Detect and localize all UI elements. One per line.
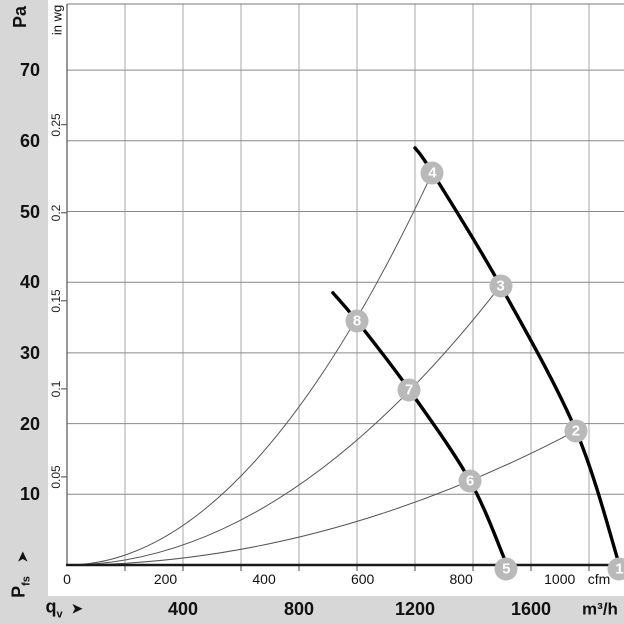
operating-point-marker-8: 8 [345,309,369,333]
system-curve-to-3 [66,285,501,566]
inwg-tick-label: 0.2 [49,204,63,222]
pa-tick-label: 50 [19,201,41,222]
cfm-tick-label: 800 [449,571,473,587]
cfm-tick-label: 200 [153,571,178,587]
cfm-tick-label: 1000 [544,571,576,587]
pfs-sub: fs [20,576,33,586]
pa-tick-label: 20 [19,413,41,434]
pa-tick-label: 70 [19,60,41,81]
y-axis-unit-pa-label: Pa [10,5,30,29]
qv-sub: v [56,608,63,621]
pa-tick-label: 10 [19,484,41,505]
operating-point-marker-4: 4 [420,161,444,185]
y-axis-unit-inwg-label: in wg [49,4,65,36]
cfm-tick-label: 400 [252,571,276,587]
cfm-tick-label: 600 [350,571,375,587]
operating-point-marker-7: 7 [397,378,421,402]
bottom-axis-band [0,596,624,624]
system-curve-to-4 [66,172,433,566]
pa-tick-label: 30 [19,342,41,363]
inwg-tick-label: 0.15 [49,289,63,313]
operating-point-marker-6: 6 [458,469,482,493]
pa-tick-label: 40 [19,272,41,293]
y-axis-symbol-pfs: Pfs [8,576,33,598]
qv-main: q [45,596,57,617]
operating-point-marker-2: 2 [564,419,588,443]
x-axis-unit-cfm-label: cfm [587,571,611,587]
inwg-tick-label: 0.25 [49,113,63,137]
operating-point-marker-5: 5 [494,557,518,581]
left-axis-band [0,0,48,596]
pfs-main: P [8,585,29,598]
m3h-tick-label: 400 [167,599,199,619]
m3h-tick-label: 800 [283,599,315,619]
system-curve-to-2 [66,430,577,566]
m3h-tick-label: 1600 [510,599,552,619]
x-axis-symbol-qv: qv [45,598,62,621]
operating-point-marker-3: 3 [489,274,513,298]
x-axis-unit-m3h-label: m³/h [582,599,618,619]
x-axis-origin-label: 0 [63,571,71,587]
y-axis-arrow-icon: ➤ [14,550,32,564]
inwg-tick-label: 0.05 [49,465,63,489]
operating-point-marker-1: 1 [607,557,624,581]
inwg-tick-label: 0.1 [49,380,63,398]
m3h-tick-label: 1200 [394,599,436,619]
x-axis-arrow-icon: ➤ [70,600,84,618]
pa-tick-label: 60 [19,130,41,151]
